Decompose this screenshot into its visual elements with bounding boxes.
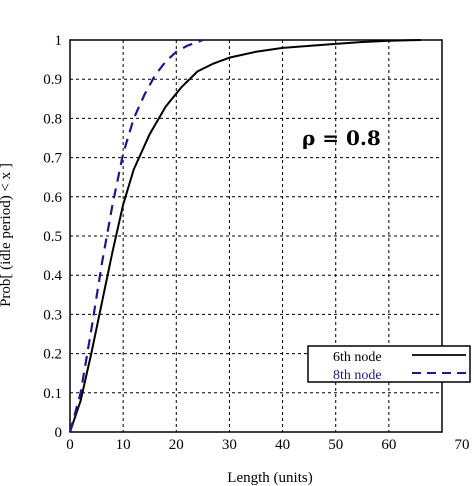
x-tick-label: 20 [169, 437, 184, 453]
y-tick-label: 0.6 [43, 190, 62, 206]
x-tick-label: 50 [328, 437, 343, 453]
x-tick-label: 10 [116, 437, 131, 453]
legend-label-8th-node: 8th node [333, 368, 382, 383]
y-tick-label: 0.4 [43, 268, 62, 284]
y-tick-label: 0.9 [43, 72, 62, 88]
series-line-6th-node [69, 39, 421, 433]
series-line-8th-node [68, 38, 204, 433]
x-axis-label: Length (units) [227, 470, 312, 486]
x-tick-label: 60 [381, 437, 396, 453]
x-tick-label: 0 [66, 437, 74, 453]
rho-annotation: ρ = 0.8 [302, 126, 381, 150]
x-tick-label: 30 [222, 437, 237, 453]
y-tick-label: 0.3 [43, 307, 62, 323]
y-tick-label: 0.7 [43, 151, 62, 167]
series-layer [68, 38, 421, 433]
x-tick-labels: 0 10 20 30 40 50 60 70 [66, 437, 469, 453]
y-tick-label: 0.8 [43, 111, 62, 127]
y-tick-labels: 0 0.1 0.2 0.3 0.4 0.5 0.6 0.7 0.8 0.9 1 [43, 33, 62, 441]
legend-box [307, 345, 471, 383]
legend: 6th node 8th node [307, 345, 471, 383]
y-tick-label: 0.1 [43, 386, 62, 402]
y-axis-label: Prob[ (idle period) < x ] [0, 163, 14, 307]
y-tick-label: 0.2 [43, 347, 62, 363]
y-tick-label: 0.5 [43, 229, 62, 245]
x-tick-label: 40 [275, 437, 290, 453]
y-tick-label: 0 [55, 425, 63, 441]
legend-label-6th-node: 6th node [333, 350, 382, 365]
y-tick-label: 1 [55, 33, 63, 49]
x-tick-label: 70 [455, 437, 470, 453]
